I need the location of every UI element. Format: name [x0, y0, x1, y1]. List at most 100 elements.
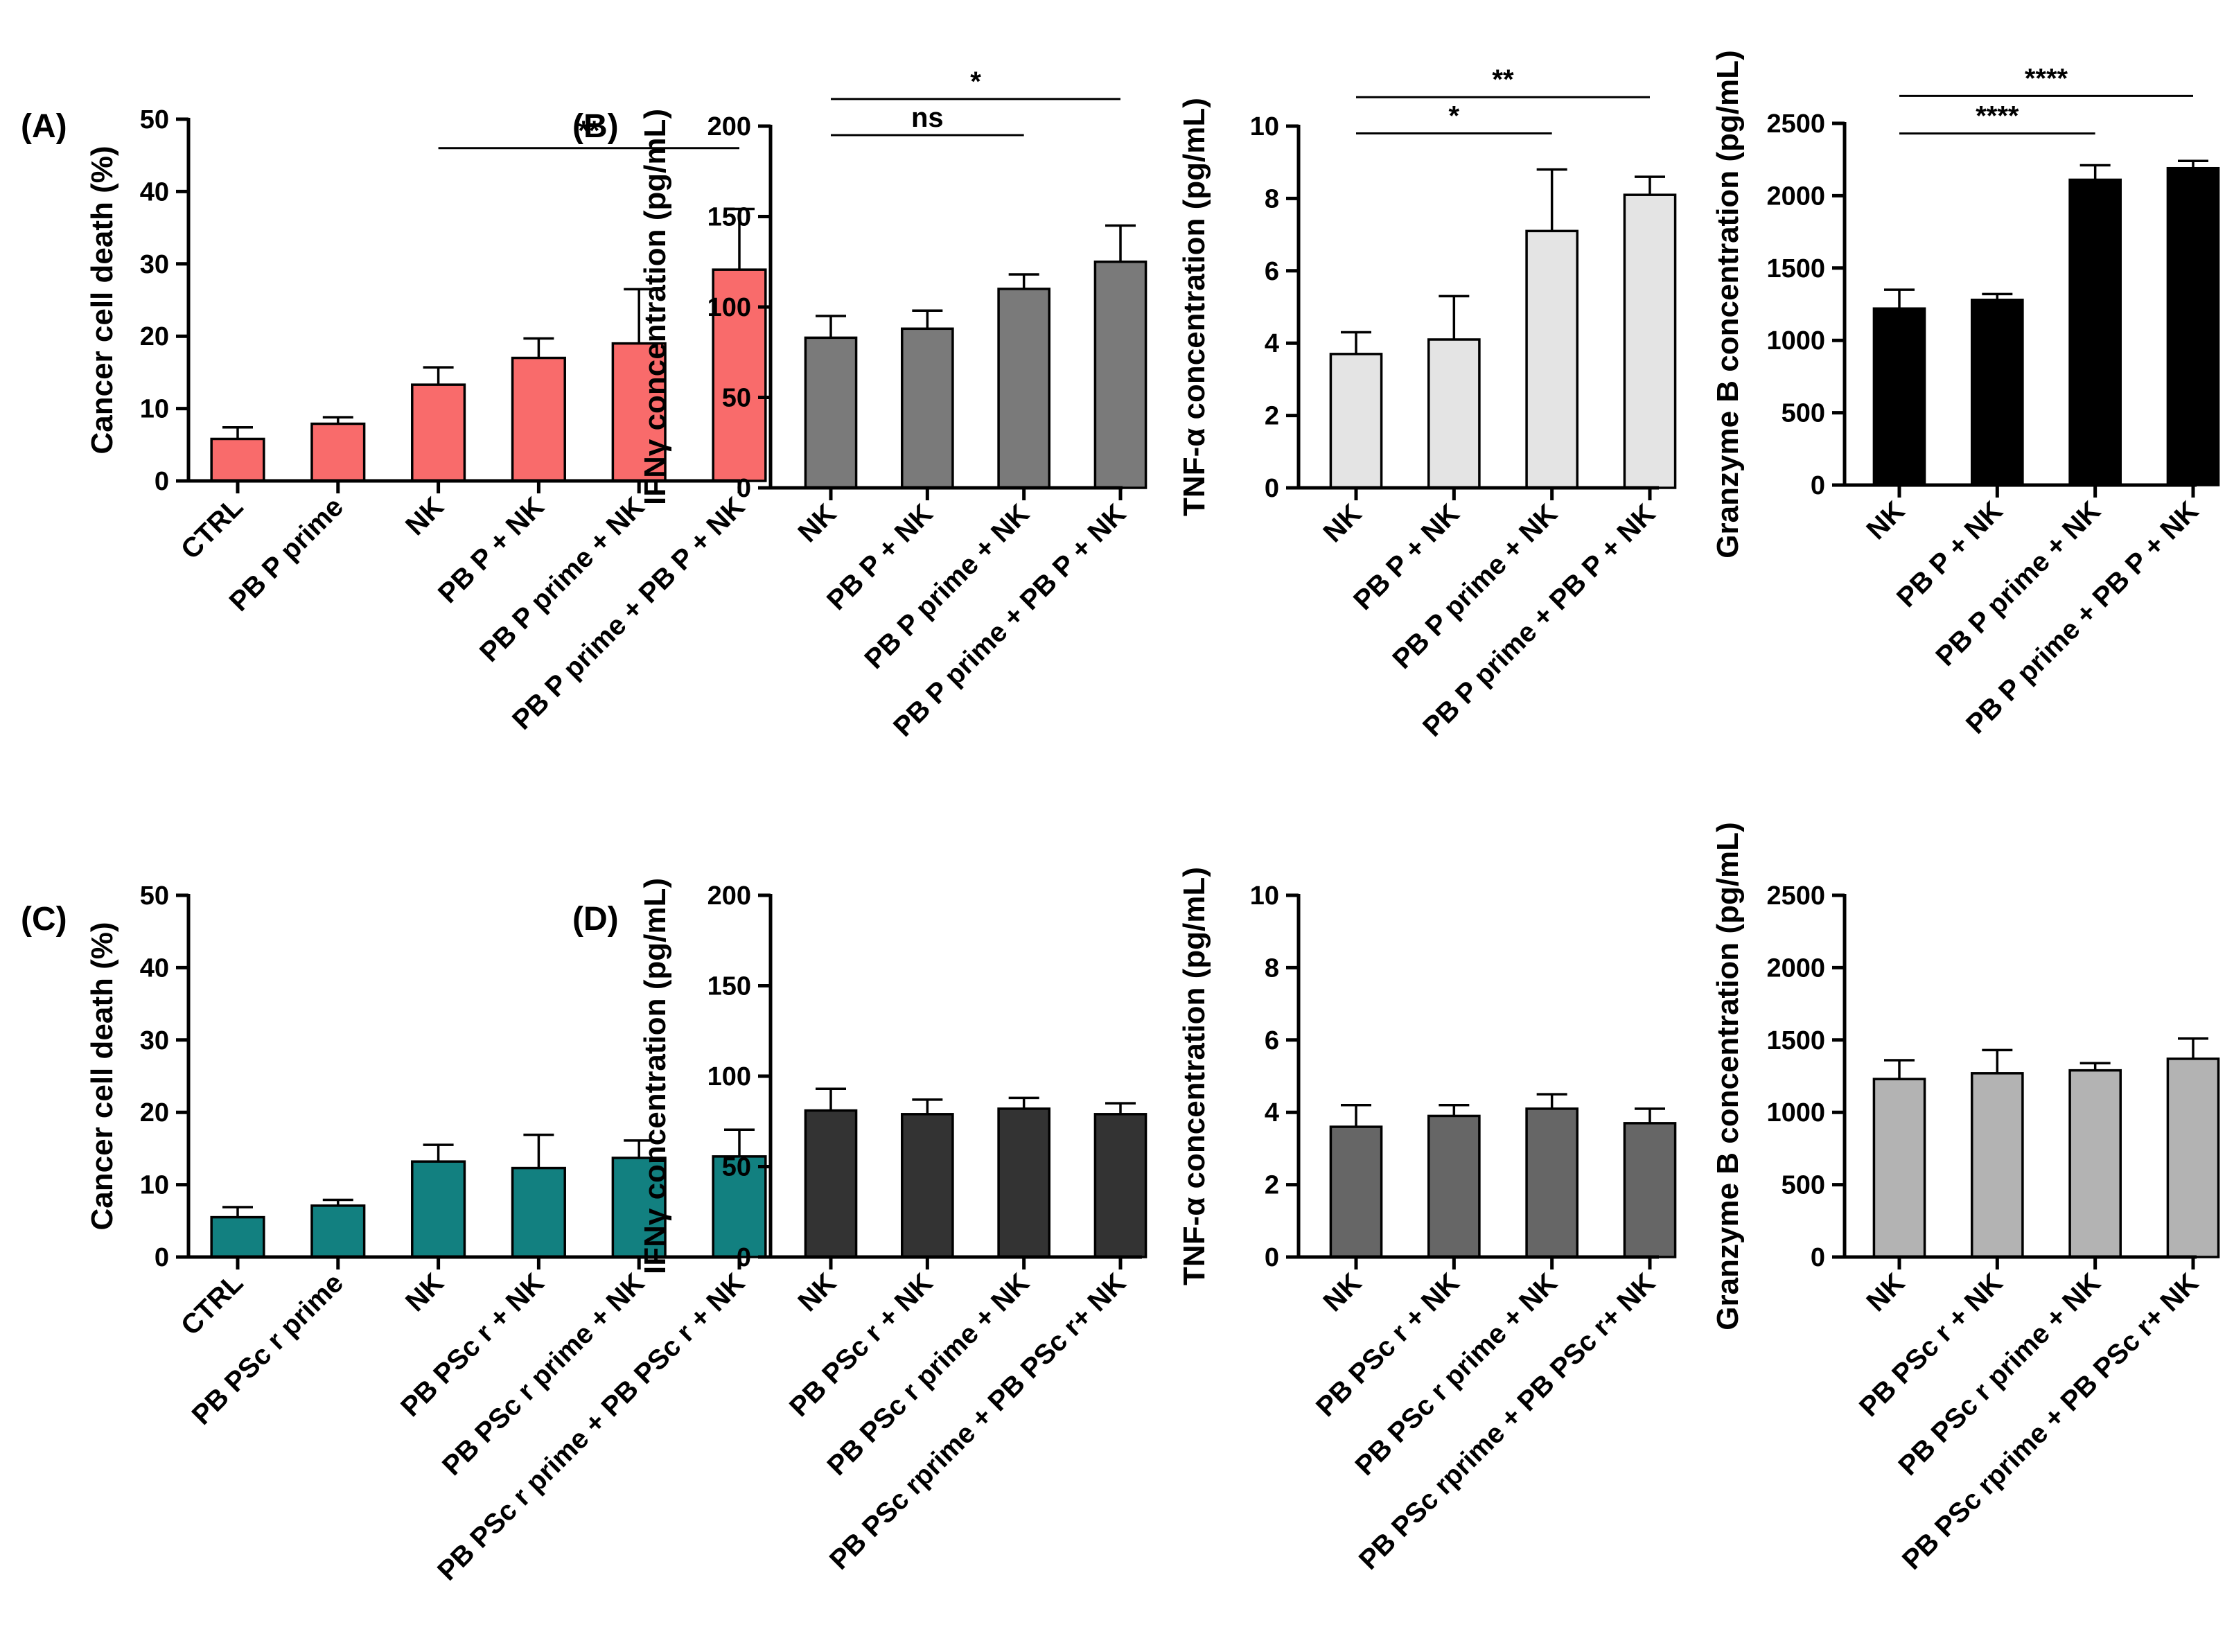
y-axis-label: TNF-α concentration (pg/mL): [1177, 98, 1211, 516]
error-bar-4: [523, 337, 554, 358]
bar-4: [1623, 193, 1677, 489]
error-bar-1: [1341, 331, 1371, 354]
bar-1: [804, 1109, 858, 1258]
y-axis-label: IFNγ concentration (pg/mL): [638, 878, 672, 1274]
y-tick-label: 2: [1265, 1171, 1279, 1200]
x-category-label: NK: [1317, 1267, 1367, 1317]
bar-6: [712, 1155, 767, 1258]
y-tick-label: 0: [155, 1243, 169, 1272]
significance-bracket-2: **: [1356, 64, 1650, 98]
y-tick-label: 40: [140, 177, 169, 206]
y-tick-label: 10: [140, 1171, 169, 1200]
bar-3: [2068, 178, 2122, 486]
bar-4: [1623, 1122, 1677, 1258]
error-bar-4: [2178, 159, 2208, 168]
chart-panel-D3: Granzyme B concentration (pg/mL) 0 500 1000…: [1711, 822, 2220, 1576]
y-tick-label: 0: [155, 467, 169, 496]
error-bar-2: [1982, 1048, 2013, 1073]
y-tick-label: 500: [1782, 1171, 1825, 1200]
x-category-label: PB P prime + NK: [1387, 498, 1563, 675]
y-tick-label: 10: [1250, 881, 1279, 911]
error-bar-3: [423, 366, 454, 385]
y-tick-label: 20: [140, 1098, 169, 1127]
x-category-label: NK: [792, 1267, 842, 1317]
x-category-label: PB P prime + NK: [1930, 495, 2107, 672]
y-axis-label: Cancer cell death (%): [85, 922, 119, 1230]
bar-4: [1093, 261, 1147, 489]
y-tick-label: 50: [722, 1153, 751, 1182]
y-tick-label: 8: [1265, 184, 1279, 213]
x-category-label: NK: [400, 491, 450, 541]
y-tick-label: 2: [1265, 402, 1279, 431]
y-tick-label: 200: [707, 112, 751, 141]
bar-3: [1525, 1107, 1578, 1258]
y-tick-label: 150: [707, 203, 751, 232]
significance-bracket-2: *: [831, 67, 1120, 100]
bar-5: [611, 342, 667, 482]
bar-3: [411, 383, 466, 482]
y-tick-label: 6: [1265, 257, 1279, 286]
bar-5: [611, 1157, 667, 1258]
bar-2: [1427, 1114, 1481, 1258]
error-bar-2: [912, 309, 943, 329]
y-tick-label: 40: [140, 954, 169, 983]
bar-1: [1872, 307, 1926, 486]
bar-4: [2166, 1057, 2220, 1258]
y-axis-label: Granzyme B concentration (pg/mL): [1711, 50, 1745, 558]
error-bar-3: [423, 1143, 454, 1162]
y-tick-label: 200: [707, 881, 751, 911]
error-bar-5: [624, 288, 655, 344]
significance-label: *: [970, 67, 981, 97]
chart-panel-D1: (D) IFNγ concentration (pg/mL) 0 50 100 150 20…: [572, 878, 1147, 1576]
error-bar-1: [816, 315, 846, 338]
error-bar-3: [2079, 164, 2111, 180]
bar-1: [210, 1215, 265, 1258]
bar-3: [1525, 229, 1578, 489]
chart-panel-B1: (B) IFNγ concentration (pg/mL) 0 50 100 150 20…: [572, 67, 1147, 743]
error-bar-4: [1635, 175, 1665, 195]
error-bar-2: [322, 1198, 353, 1206]
bar-3: [411, 1160, 466, 1258]
error-bar-4: [1635, 1107, 1665, 1123]
bar-2: [310, 1204, 366, 1258]
bar-1: [210, 437, 265, 482]
significance-label: *: [1449, 100, 1460, 131]
y-tick-label: 0: [737, 474, 751, 503]
y-tick-label: 4: [1265, 329, 1279, 358]
bar-2: [1971, 298, 2024, 486]
x-category-label: NK: [792, 498, 842, 548]
y-tick-label: 1500: [1766, 254, 1825, 283]
x-category-label: PB P prime + NK: [859, 498, 1035, 675]
error-bar-4: [1105, 1102, 1136, 1114]
bar-4: [511, 1166, 566, 1258]
panel-label: (A): [21, 108, 67, 145]
error-bar-2: [1439, 1104, 1470, 1116]
y-tick-label: 1000: [1766, 1098, 1825, 1127]
x-category-label: NK: [1861, 495, 1910, 545]
y-tick-label: 100: [707, 293, 751, 322]
bar-2: [1971, 1072, 2024, 1258]
y-tick-label: 50: [140, 881, 169, 911]
x-category-label: PB PSc r prime + NK: [437, 1267, 651, 1482]
bar-2: [1427, 338, 1481, 489]
y-tick-label: 10: [140, 395, 169, 424]
y-tick-label: 30: [140, 250, 169, 279]
y-tick-label: 50: [722, 384, 751, 413]
significance-label: ns: [911, 103, 944, 133]
error-bar-4: [523, 1133, 554, 1168]
y-tick-label: 20: [140, 322, 169, 351]
error-bar-2: [1439, 295, 1470, 340]
error-bar-3: [2079, 1062, 2111, 1071]
bar-1: [1872, 1078, 1926, 1258]
significance-label: **: [1492, 64, 1514, 95]
x-category-label: NK: [1861, 1267, 1910, 1317]
bar-6: [712, 268, 767, 482]
significance-bracket-1: *: [1356, 100, 1552, 134]
bar-2: [310, 422, 366, 482]
error-bar-1: [1884, 288, 1915, 309]
bar-2: [901, 1113, 954, 1258]
y-tick-label: 500: [1782, 399, 1825, 428]
x-category-label: NK: [1317, 498, 1367, 548]
bar-4: [1093, 1113, 1147, 1258]
